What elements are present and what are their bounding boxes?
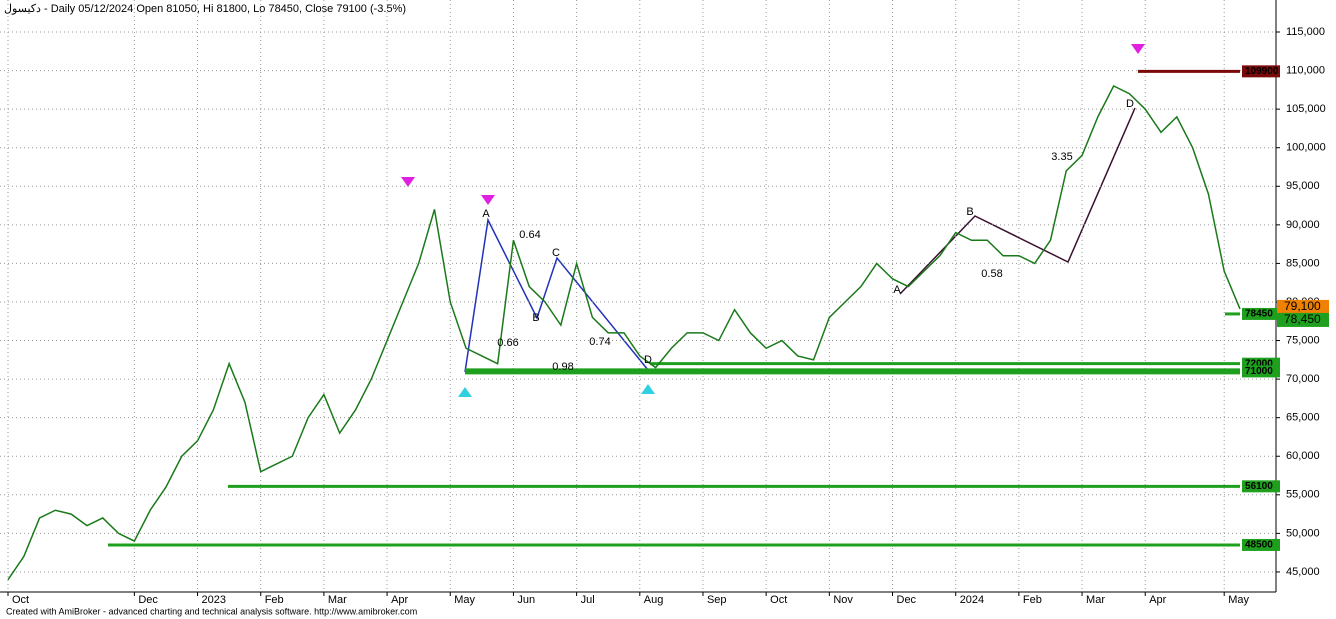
- x-tick-label: Oct: [12, 594, 29, 606]
- pattern-label: B: [532, 312, 539, 324]
- x-tick-label: Oct: [770, 594, 787, 606]
- level-box: [1242, 480, 1280, 493]
- x-tick-label: Jul: [581, 594, 595, 606]
- y-tick-label: 95,000: [1286, 180, 1320, 192]
- x-tick-label: Apr: [391, 594, 408, 606]
- x-tick-label: Mar: [328, 594, 347, 606]
- y-tick-label: 100,000: [1286, 142, 1326, 154]
- signal-marker: [458, 387, 472, 397]
- y-tick-label: 85,000: [1286, 257, 1320, 269]
- level-label: 56100: [1245, 481, 1273, 492]
- price-label: 79,100: [1284, 299, 1321, 313]
- y-tick-label: 50,000: [1286, 527, 1320, 539]
- x-tick-label: Feb: [265, 594, 284, 606]
- x-tick-label: Jun: [517, 594, 535, 606]
- level-box: [1242, 538, 1280, 551]
- y-tick-label: 60,000: [1286, 450, 1320, 462]
- x-tick-label: Aug: [644, 594, 664, 606]
- signal-marker: [641, 384, 655, 394]
- y-tick-label: 75,000: [1286, 334, 1320, 346]
- price-label: 78,450: [1284, 312, 1321, 326]
- x-tick-label: Dec: [138, 594, 158, 606]
- pattern-label: B: [966, 206, 973, 218]
- x-tick-label: Mar: [1086, 594, 1105, 606]
- pattern-label: D: [1126, 98, 1134, 110]
- y-tick-label: 55,000: [1286, 489, 1320, 501]
- pattern-label: A: [482, 208, 490, 220]
- y-tick-label: 45,000: [1286, 566, 1320, 578]
- x-tick-label: 2023: [202, 594, 226, 606]
- pattern-label: 3.35: [1051, 151, 1072, 163]
- x-tick-label: May: [454, 594, 475, 606]
- x-tick-label: Apr: [1149, 594, 1166, 606]
- level-label: 72000: [1245, 358, 1273, 369]
- y-tick-label: 105,000: [1286, 103, 1326, 115]
- pattern-label: 0.66: [497, 337, 518, 349]
- signal-marker: [1131, 44, 1145, 54]
- level-label: 48500: [1245, 540, 1273, 551]
- level-label: 78450: [1245, 309, 1273, 320]
- pattern-label: 0.64: [519, 229, 540, 241]
- pattern-label: C: [552, 247, 560, 259]
- footer: Created with AmiBroker - advanced charti…: [6, 606, 417, 616]
- x-tick-label: May: [1228, 594, 1249, 606]
- x-tick-label: Dec: [897, 594, 917, 606]
- pattern-label: 0.58: [981, 268, 1002, 280]
- x-tick-label: Sep: [707, 594, 727, 606]
- pattern-line: [899, 107, 1136, 295]
- pattern-line: [464, 217, 649, 373]
- level-label: 71000: [1245, 366, 1273, 377]
- pattern-label: 0.74: [589, 336, 610, 348]
- level-box: [1242, 307, 1280, 320]
- y-tick-label: 110,000: [1286, 64, 1325, 76]
- signal-marker: [481, 195, 495, 205]
- x-tick-label: Feb: [1023, 594, 1042, 606]
- pattern-label: A: [893, 284, 901, 296]
- y-tick-label: 115,000: [1286, 26, 1325, 38]
- x-tick-label: Nov: [833, 594, 853, 606]
- level-box: [1242, 65, 1280, 78]
- pattern-label: 0.98: [552, 361, 573, 373]
- signal-marker: [401, 177, 415, 187]
- price-box: [1277, 312, 1329, 327]
- pattern-label: D: [644, 354, 652, 366]
- price-line: [7, 85, 1241, 581]
- y-tick-label: 70,000: [1286, 373, 1320, 385]
- level-box: [1242, 365, 1280, 378]
- y-tick-label: 65,000: [1286, 412, 1320, 424]
- chart-title: دکیسول - Daily 05/12/2024 Open 81050, Hi…: [4, 3, 406, 15]
- x-tick-label: 2024: [960, 594, 984, 606]
- price-box: [1277, 299, 1329, 314]
- y-tick-label: 90,000: [1286, 219, 1320, 231]
- level-label: 109900: [1245, 66, 1279, 77]
